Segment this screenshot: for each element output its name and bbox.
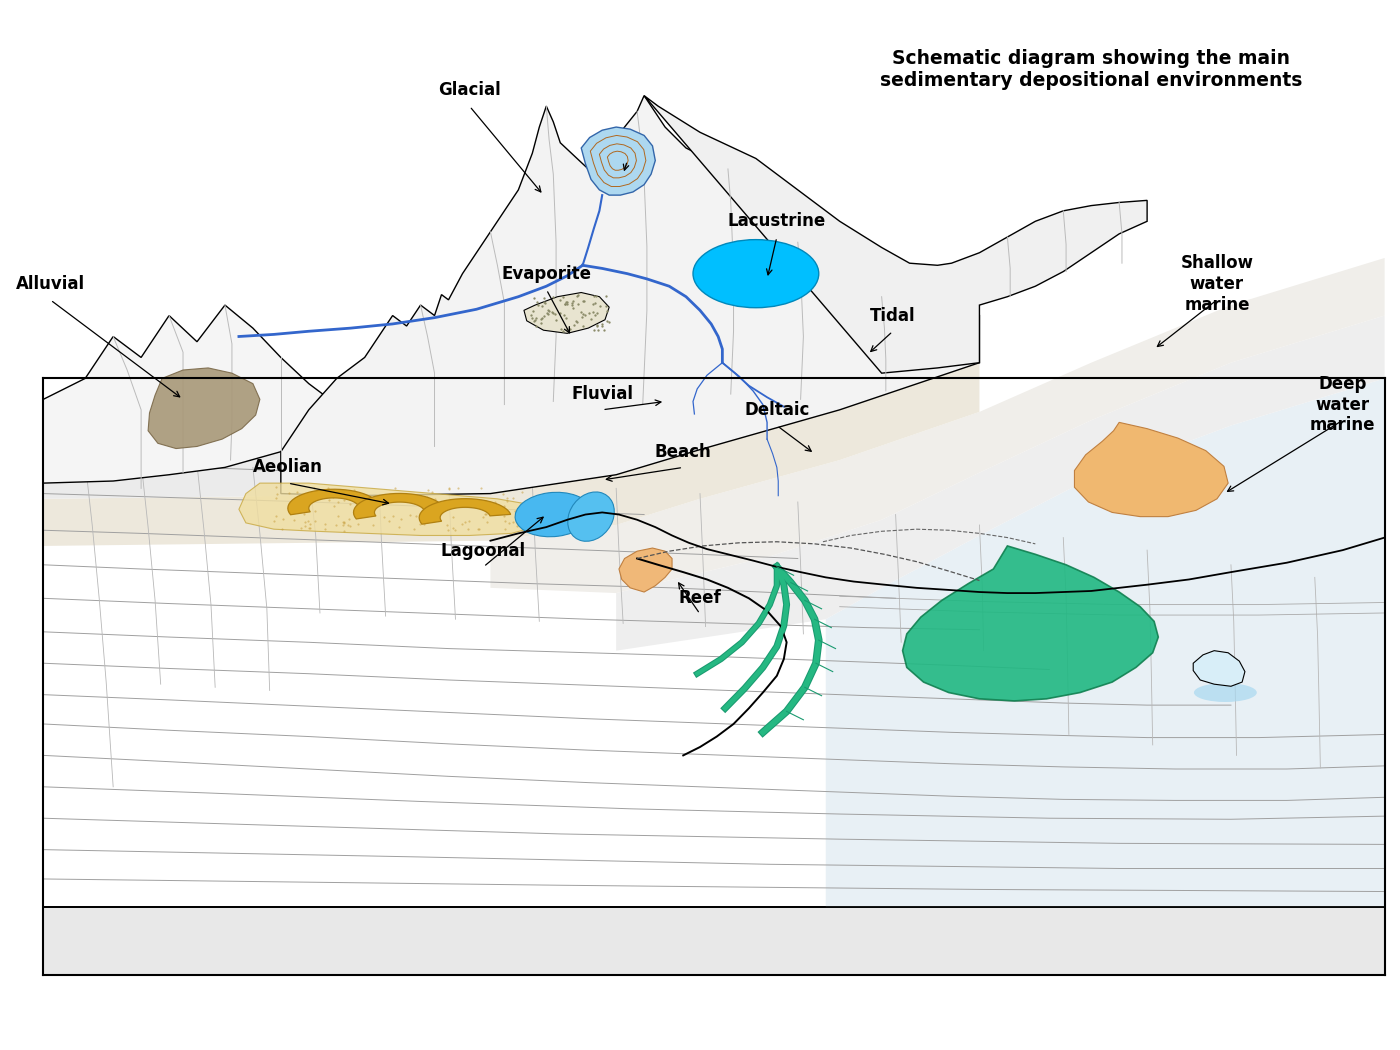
Ellipse shape [1194,684,1257,702]
Polygon shape [419,499,511,524]
Ellipse shape [693,239,819,308]
Text: Tidal: Tidal [869,307,916,324]
Text: Glacial: Glacial [438,82,501,100]
Polygon shape [43,362,980,546]
Text: Alluvial: Alluvial [15,275,85,293]
Text: Lacustrine: Lacustrine [728,212,826,230]
Polygon shape [353,494,445,519]
Text: Schematic diagram showing the main
sedimentary depositional environments: Schematic diagram showing the main sedim… [881,49,1302,90]
Polygon shape [43,306,337,546]
Polygon shape [1193,651,1245,687]
Polygon shape [644,96,1147,373]
Text: Reef: Reef [679,589,721,607]
Polygon shape [43,295,980,499]
Polygon shape [826,378,1385,907]
Polygon shape [581,127,655,195]
Polygon shape [288,489,379,514]
Polygon shape [490,258,1385,593]
Polygon shape [524,293,609,333]
Polygon shape [281,96,980,496]
Ellipse shape [568,492,615,542]
Polygon shape [903,546,1158,701]
Text: Fluvial: Fluvial [571,385,633,403]
Text: Lagoonal: Lagoonal [441,542,526,561]
Ellipse shape [515,492,591,537]
Text: Shallow
water
marine: Shallow water marine [1180,254,1253,314]
Text: Evaporite: Evaporite [501,265,591,282]
Text: Deltaic: Deltaic [745,401,809,419]
Polygon shape [1074,422,1228,517]
Polygon shape [619,548,672,592]
Text: Deep
water
marine: Deep water marine [1310,375,1375,435]
Polygon shape [239,483,546,536]
Text: Beach: Beach [655,443,711,461]
Polygon shape [43,907,1385,975]
Text: Aeolian: Aeolian [253,459,323,477]
Polygon shape [148,368,260,448]
Polygon shape [616,316,1385,651]
